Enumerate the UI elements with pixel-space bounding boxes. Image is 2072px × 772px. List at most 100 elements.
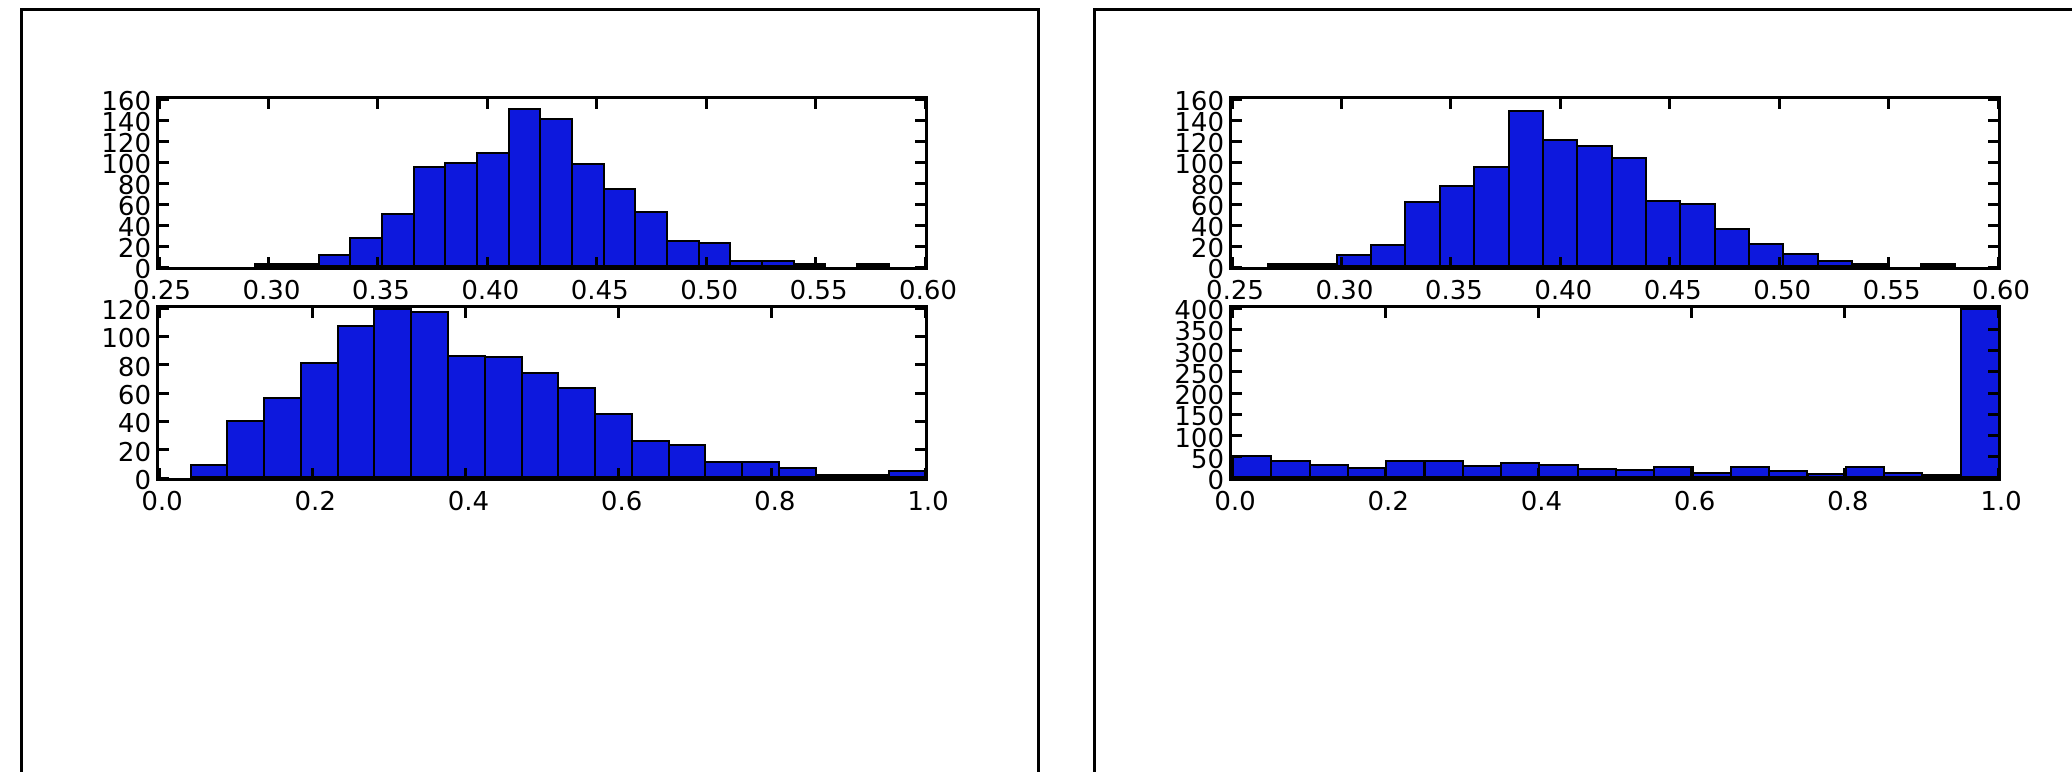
y-tick (915, 419, 925, 423)
histogram-bar (1851, 263, 1888, 267)
y-tick (1988, 412, 1998, 416)
y-tick (1988, 265, 1998, 267)
y-tick (915, 118, 925, 122)
x-tick-label: 0.60 (1972, 276, 2030, 306)
x-tick (595, 257, 599, 267)
x-tick (704, 99, 708, 109)
y-tick (1232, 412, 1242, 416)
y-tick (159, 265, 169, 267)
y-tick (159, 223, 169, 227)
y-tick-label: 120 (101, 296, 151, 326)
histogram-bar (1541, 138, 1579, 267)
x-tick (770, 308, 774, 318)
histogram-bar (856, 263, 890, 267)
y-tick (915, 160, 925, 164)
y-tick (1988, 244, 1998, 248)
x-tick (266, 257, 270, 267)
y-tick (159, 391, 169, 395)
y-tick (915, 139, 925, 143)
x-tick-label: 0.50 (1753, 276, 1812, 306)
y-tick (159, 139, 169, 143)
y-tick (1988, 370, 1998, 374)
y-tick (915, 363, 925, 367)
y-tick (915, 244, 925, 248)
y-tick-label: 50 (1190, 444, 1224, 475)
x-tick (1996, 99, 1998, 109)
x-tick (1690, 468, 1694, 478)
y-tick (159, 448, 169, 452)
y-tick (1232, 349, 1242, 352)
y-tick (915, 223, 925, 227)
y-tick (1988, 202, 1998, 206)
y-tick-label: 60 (117, 381, 151, 411)
x-tick (485, 99, 489, 109)
x-tick (923, 257, 925, 267)
x-tick (814, 257, 818, 267)
x-tick-label: 0.6 (600, 487, 643, 517)
histogram-bar (1653, 466, 1694, 478)
histogram-bar (263, 397, 302, 478)
histogram-bar (1232, 455, 1273, 478)
histogram-bar (1404, 200, 1441, 267)
y-tick-label: 100 (1174, 150, 1224, 180)
histogram-bar (1267, 263, 1304, 267)
histogram-bar (1729, 466, 1771, 478)
y-tick (1232, 223, 1242, 227)
histogram-bar (634, 211, 669, 267)
x-tick-label: 0.45 (1643, 276, 1702, 306)
y-tick (915, 448, 925, 452)
histogram-bar (1301, 263, 1338, 267)
histogram-bar (1691, 472, 1732, 478)
y-tick (1232, 118, 1242, 122)
x-tick (463, 468, 467, 478)
histogram-bar (226, 419, 266, 478)
y-tick (915, 308, 925, 310)
y-tick-label: 40 (117, 213, 151, 243)
y-tick-label: 20 (1190, 234, 1224, 264)
y-tick-label: 350 (1174, 317, 1224, 348)
histogram-bar (1576, 145, 1613, 267)
y-tick (1232, 265, 1242, 267)
histogram-bar (792, 263, 827, 267)
x-tick (1668, 99, 1672, 109)
histogram-bar (1816, 259, 1854, 267)
histogram-bottom-left: 0.0 0.2 0.4 0.6 0.8 1.0 0 20 40 60 80 100 120 (101, 298, 948, 515)
x-tick (310, 468, 314, 478)
x-tick-label: 0.25 (133, 276, 191, 306)
x-tick (463, 308, 467, 318)
x-tick (1232, 308, 1234, 318)
y-tick (1988, 434, 1998, 437)
histogram-bar (520, 371, 560, 478)
histogram-bar (1308, 463, 1349, 478)
y-tick-label: 100 (101, 324, 151, 355)
x-tick (1383, 468, 1387, 478)
y-tick (1988, 139, 1998, 143)
y-tick (1232, 434, 1242, 437)
y-tick (159, 419, 169, 423)
x-tick (595, 99, 599, 109)
x-tick (266, 99, 270, 109)
x-tick-label: 0.0 (1214, 487, 1256, 517)
x-tick (159, 468, 161, 478)
y-tick (1232, 370, 1242, 374)
histogram-bar (1423, 460, 1464, 478)
x-tick-label: 0.25 (1206, 276, 1264, 306)
x-tick-label: 0.30 (242, 276, 301, 306)
histogram-bar (1615, 469, 1656, 478)
histogram-bar (1644, 199, 1682, 267)
histogram-bar (373, 308, 413, 478)
x-tick (1536, 468, 1540, 478)
histogram-bar (381, 213, 415, 267)
histogram-bar (1919, 263, 1957, 267)
histogram-bar (1748, 242, 1785, 267)
histogram-bar (697, 241, 732, 267)
x-tick-label: 0.40 (1534, 276, 1593, 306)
plot-area (1232, 308, 1998, 478)
histogram-bar (1270, 460, 1311, 478)
figure-panel-left: 0.25 0.30 0.35 0.40 0.45 0.50 0.55 0.60 0 20 40 60 8… (20, 8, 1040, 772)
x-tick-label: 1.0 (907, 487, 949, 517)
histogram-bar (666, 239, 700, 267)
y-tick-label: 80 (1190, 171, 1224, 201)
histogram-bar (539, 117, 574, 267)
